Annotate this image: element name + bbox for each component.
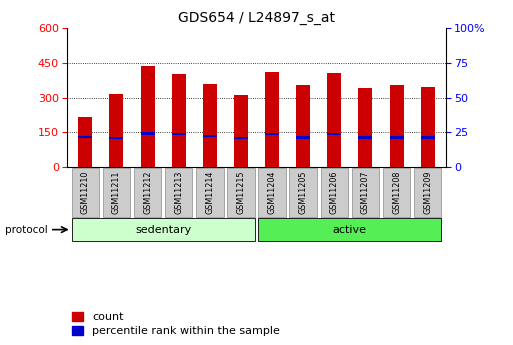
Legend: count, percentile rank within the sample: count, percentile rank within the sample: [72, 312, 280, 336]
Text: active: active: [333, 225, 367, 235]
Bar: [296, 136, 310, 139]
Bar: [296, 85, 310, 167]
Text: GSM11213: GSM11213: [174, 171, 183, 214]
FancyBboxPatch shape: [196, 168, 224, 217]
Bar: [141, 132, 154, 135]
Bar: [78, 117, 92, 167]
Text: GSM11211: GSM11211: [112, 171, 121, 214]
Text: GSM11209: GSM11209: [423, 171, 432, 214]
Text: GSM11204: GSM11204: [268, 171, 277, 214]
Bar: [421, 136, 435, 139]
FancyBboxPatch shape: [227, 168, 254, 217]
Bar: [265, 72, 279, 167]
Text: GSM11212: GSM11212: [143, 171, 152, 214]
Text: GSM11215: GSM11215: [236, 171, 245, 214]
Bar: [109, 94, 124, 167]
Text: GSM11206: GSM11206: [330, 171, 339, 214]
Text: GSM11214: GSM11214: [205, 171, 214, 214]
Bar: [389, 85, 404, 167]
FancyBboxPatch shape: [383, 168, 410, 217]
Bar: [172, 74, 186, 167]
Bar: [327, 73, 341, 167]
Bar: [141, 66, 154, 167]
FancyBboxPatch shape: [289, 168, 317, 217]
Bar: [203, 135, 217, 137]
Bar: [327, 133, 341, 135]
Text: GSM11205: GSM11205: [299, 171, 308, 214]
Text: protocol: protocol: [5, 225, 48, 235]
Text: GSM11208: GSM11208: [392, 171, 401, 214]
FancyBboxPatch shape: [259, 218, 441, 241]
FancyBboxPatch shape: [165, 168, 192, 217]
FancyBboxPatch shape: [321, 168, 348, 217]
Bar: [78, 136, 92, 138]
Bar: [265, 133, 279, 135]
FancyBboxPatch shape: [259, 168, 286, 217]
Text: GSM11207: GSM11207: [361, 171, 370, 214]
Text: GSM11210: GSM11210: [81, 171, 90, 214]
Bar: [203, 83, 217, 167]
Text: sedentary: sedentary: [135, 225, 191, 235]
Bar: [234, 95, 248, 167]
FancyBboxPatch shape: [72, 168, 99, 217]
Bar: [359, 136, 372, 139]
Bar: [172, 133, 186, 135]
FancyBboxPatch shape: [352, 168, 379, 217]
Bar: [421, 87, 435, 167]
Bar: [359, 88, 372, 167]
Title: GDS654 / L24897_s_at: GDS654 / L24897_s_at: [178, 11, 335, 25]
FancyBboxPatch shape: [134, 168, 161, 217]
Bar: [109, 137, 124, 139]
FancyBboxPatch shape: [72, 218, 254, 241]
Bar: [234, 137, 248, 139]
FancyBboxPatch shape: [414, 168, 441, 217]
Bar: [389, 136, 404, 139]
FancyBboxPatch shape: [103, 168, 130, 217]
